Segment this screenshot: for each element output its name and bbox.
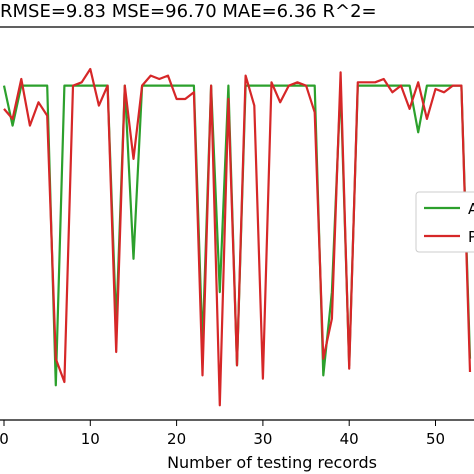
series-line-p — [3, 67, 472, 407]
x-tick-label: 30 — [253, 430, 272, 448]
x-tick-label: 50 — [426, 430, 445, 448]
chart-title: RMSE=9.83 MSE=96.70 MAE=6.36 R^2= — [0, 1, 377, 22]
legend-frame — [415, 191, 474, 253]
legend-label-p: P — [468, 228, 474, 246]
x-tick-label: 0 — [0, 430, 9, 448]
x-axis-ticks: 0 10 20 30 40 50 — [0, 420, 445, 448]
x-tick-label: 20 — [167, 430, 186, 448]
legend-label-a: A — [468, 200, 474, 218]
x-tick-label: 10 — [81, 430, 100, 448]
legend: A P — [415, 191, 474, 253]
x-axis-label: Number of testing records — [167, 453, 377, 472]
plot-area — [2, 67, 472, 407]
x-tick-label: 40 — [340, 430, 359, 448]
